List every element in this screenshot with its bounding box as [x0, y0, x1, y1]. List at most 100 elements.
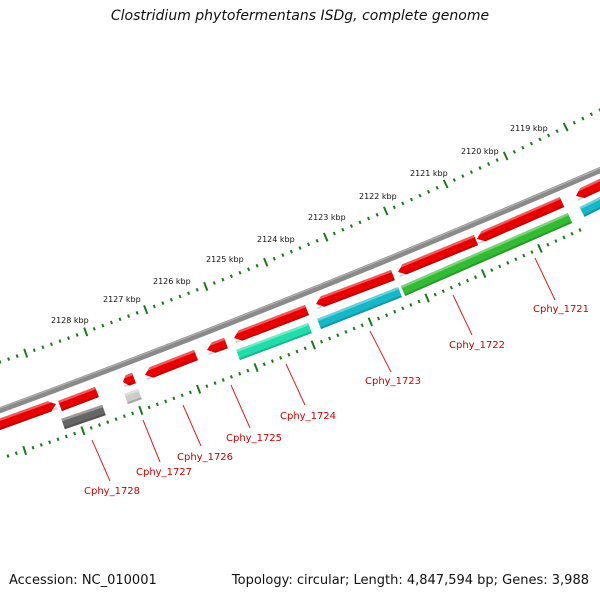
- leader-line: [452, 294, 473, 336]
- forward-gene-block[interactable]: [314, 269, 395, 310]
- gene-label[interactable]: Cphy_1728: [84, 486, 140, 497]
- forward-gene-block[interactable]: [205, 337, 228, 356]
- minor-tick: [39, 443, 43, 447]
- gene-label[interactable]: Cphy_1725: [226, 433, 282, 444]
- minor-tick: [512, 149, 516, 154]
- minor-tick: [238, 371, 242, 376]
- major-tick: [83, 327, 89, 337]
- cog-gene-block[interactable]: [400, 213, 573, 296]
- minor-tick: [452, 178, 456, 182]
- minor-tick: [530, 250, 534, 254]
- gene-label[interactable]: Cphy_1727: [136, 467, 192, 478]
- forward-gene-block[interactable]: [474, 197, 565, 244]
- minor-tick: [336, 333, 340, 338]
- minor-tick: [332, 231, 336, 236]
- minor-tick: [127, 314, 131, 318]
- minor-tick: [490, 268, 494, 272]
- minor-tick: [180, 393, 184, 398]
- cog-gene-block[interactable]: [61, 404, 106, 430]
- gene-label[interactable]: Cphy_1722: [449, 340, 505, 351]
- forward-gene-block[interactable]: [395, 234, 479, 278]
- forward-gene-block[interactable]: [573, 177, 600, 201]
- major-tick: [203, 281, 209, 291]
- minor-tick: [131, 411, 135, 416]
- minor-tick: [358, 220, 362, 225]
- minor-tick: [15, 354, 19, 358]
- minor-tick: [578, 228, 582, 232]
- forward-gene-block[interactable]: [143, 349, 198, 381]
- major-tick: [367, 317, 374, 327]
- kbp-label: 2122 kbp: [359, 192, 397, 201]
- minor-tick: [32, 348, 36, 353]
- minor-tick: [303, 346, 307, 351]
- minor-tick: [109, 320, 113, 325]
- minor-tick: [56, 437, 60, 442]
- accession-text: Accession: NC_010001: [9, 573, 157, 588]
- kbp-label: 2127 kbp: [103, 295, 141, 304]
- gene-label[interactable]: Cphy_1723: [365, 376, 421, 387]
- minor-tick: [155, 402, 159, 407]
- minor-tick: [570, 231, 574, 236]
- cog-gene-block[interactable]: [579, 195, 600, 217]
- minor-tick: [514, 257, 518, 262]
- major-tick: [143, 305, 149, 315]
- minor-tick: [49, 342, 53, 347]
- minor-tick: [229, 375, 233, 379]
- label-leader-lines: [91, 257, 556, 482]
- minor-tick: [486, 162, 491, 166]
- forward-gene-block[interactable]: [58, 386, 99, 412]
- kbp-label: 2124 kbp: [257, 235, 295, 244]
- minor-tick: [7, 357, 11, 361]
- major-tick: [537, 243, 543, 253]
- minor-tick: [461, 174, 465, 178]
- minor-tick: [554, 239, 558, 243]
- minor-tick: [341, 227, 345, 232]
- minor-tick: [393, 309, 397, 314]
- minor-tick: [546, 242, 550, 247]
- gene-label[interactable]: Cphy_1721: [533, 304, 589, 315]
- map-title: Clostridium phytofermentans ISDg, comple…: [110, 8, 490, 24]
- minor-tick: [409, 303, 413, 307]
- kbp-label: 2121 kbp: [410, 169, 448, 178]
- minor-tick: [281, 253, 285, 258]
- minor-tick: [147, 405, 151, 410]
- minor-tick: [366, 216, 371, 221]
- major-tick: [23, 348, 29, 358]
- forward-gene-block[interactable]: [121, 372, 136, 388]
- cog-gene-block[interactable]: [124, 388, 142, 405]
- minor-tick: [14, 451, 18, 456]
- forward-gene-block[interactable]: [0, 398, 58, 431]
- minor-tick: [97, 423, 101, 427]
- minor-tick: [319, 339, 324, 344]
- major-tick: [310, 340, 316, 350]
- minor-tick: [401, 306, 405, 311]
- minor-tick: [205, 384, 209, 389]
- cog-gene-block[interactable]: [317, 286, 402, 330]
- minor-tick: [169, 297, 173, 302]
- topology-summary: Topology: circular; Length: 4,847,594 bp…: [231, 573, 589, 588]
- minor-tick: [0, 360, 2, 364]
- major-tick: [138, 405, 144, 415]
- forward-gene-track: [0, 177, 600, 431]
- major-tick: [263, 257, 269, 267]
- leader-line: [285, 363, 306, 406]
- minor-tick: [352, 326, 356, 331]
- gene-label[interactable]: Cphy_1724: [280, 411, 336, 422]
- forward-gene-block[interactable]: [232, 304, 309, 344]
- leader-line: [369, 330, 392, 373]
- minor-tick: [212, 281, 216, 285]
- gene-label[interactable]: Cphy_1726: [177, 452, 233, 463]
- minor-tick: [187, 291, 191, 295]
- minor-tick: [213, 381, 217, 385]
- minor-tick: [101, 323, 105, 328]
- leader-line: [182, 404, 202, 447]
- minor-tick: [73, 431, 77, 436]
- minor-tick: [572, 120, 576, 125]
- minor-tick: [135, 311, 139, 315]
- kbp-label: 2123 kbp: [308, 213, 346, 222]
- cog-gene-block[interactable]: [236, 322, 312, 361]
- minor-tick: [498, 264, 502, 269]
- kbp-label: 2125 kbp: [206, 255, 244, 264]
- minor-tick: [315, 238, 319, 243]
- minor-tick: [118, 317, 122, 322]
